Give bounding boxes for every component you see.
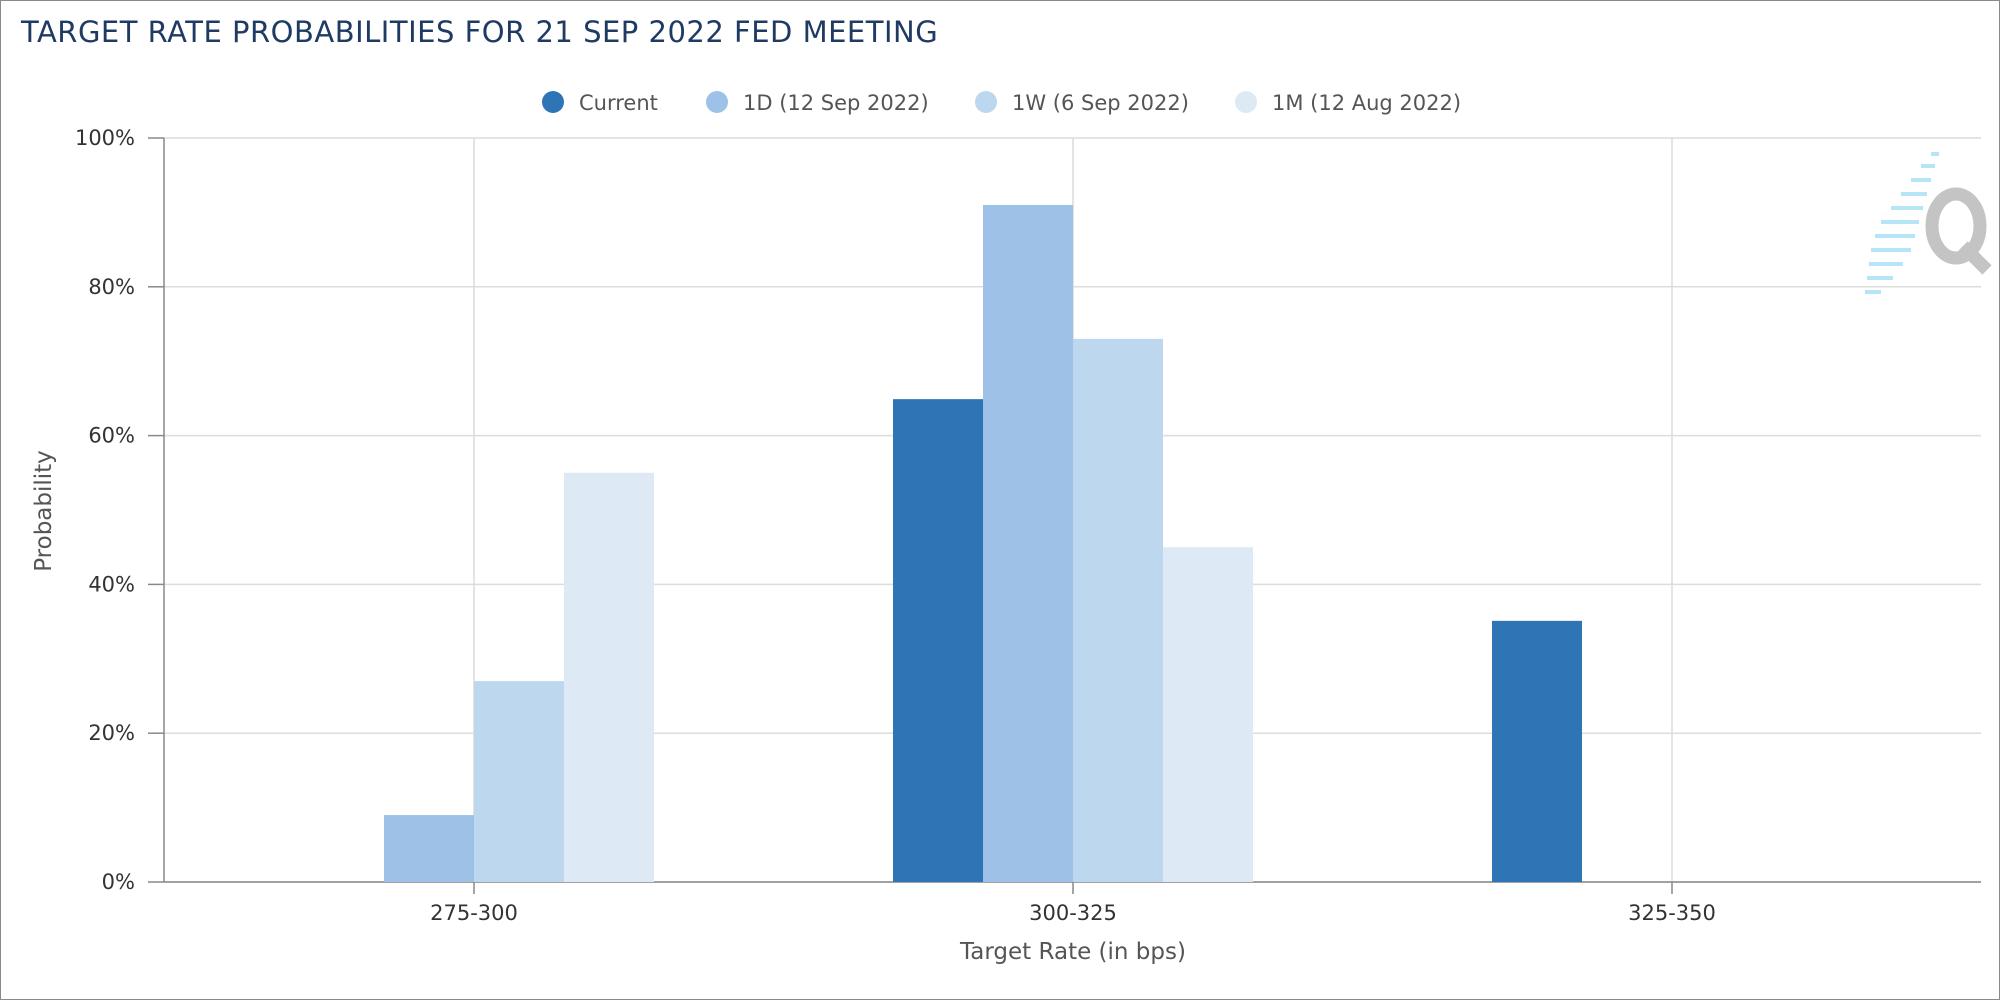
x-axis-title: Target Rate (in bps) xyxy=(959,939,1186,965)
y-tick-label: 0% xyxy=(102,870,135,894)
x-tick-label: 300-325 xyxy=(1029,901,1117,925)
q-logo-icon xyxy=(1865,152,1992,294)
bar[interactable] xyxy=(384,815,474,882)
legend-item-label[interactable]: Current xyxy=(579,91,658,115)
legend-marker[interactable] xyxy=(542,91,564,113)
bar[interactable] xyxy=(1492,620,1582,882)
y-axis: 0% 20% 40% 60% 80% 100% xyxy=(75,126,165,894)
y-tick-label: 60% xyxy=(88,424,135,448)
y-tick-label: 40% xyxy=(88,572,135,596)
y-tick-label: 20% xyxy=(88,721,135,745)
legend-item-label[interactable]: 1D (12 Sep 2022) xyxy=(743,91,929,115)
x-axis: 275-300 300-325 325-350 xyxy=(164,881,1981,925)
bar[interactable] xyxy=(564,472,654,882)
bar[interactable] xyxy=(1073,338,1163,882)
bar[interactable] xyxy=(474,681,564,882)
bar[interactable] xyxy=(893,399,983,882)
legend-marker[interactable] xyxy=(1235,91,1257,113)
y-tick-label: 80% xyxy=(88,275,135,299)
legend-marker[interactable] xyxy=(706,91,728,113)
legend-marker[interactable] xyxy=(975,91,997,113)
chart-title: TARGET RATE PROBABILITIES FOR 21 SEP 202… xyxy=(21,15,939,49)
bars xyxy=(384,204,1582,882)
x-tick-label: 275-300 xyxy=(430,901,518,925)
y-tick-label: 100% xyxy=(75,126,135,150)
bar[interactable] xyxy=(983,204,1073,882)
legend-item-label[interactable]: 1W (6 Sep 2022) xyxy=(1012,91,1189,115)
legend-item-label[interactable]: 1M (12 Aug 2022) xyxy=(1272,91,1461,115)
bar[interactable] xyxy=(1163,547,1253,882)
x-tick-label: 325-350 xyxy=(1628,901,1716,925)
legend[interactable]: Current 1D (12 Sep 2022) 1W (6 Sep 2022) 1M… xyxy=(542,91,1461,115)
y-axis-title: Probability xyxy=(31,450,57,572)
